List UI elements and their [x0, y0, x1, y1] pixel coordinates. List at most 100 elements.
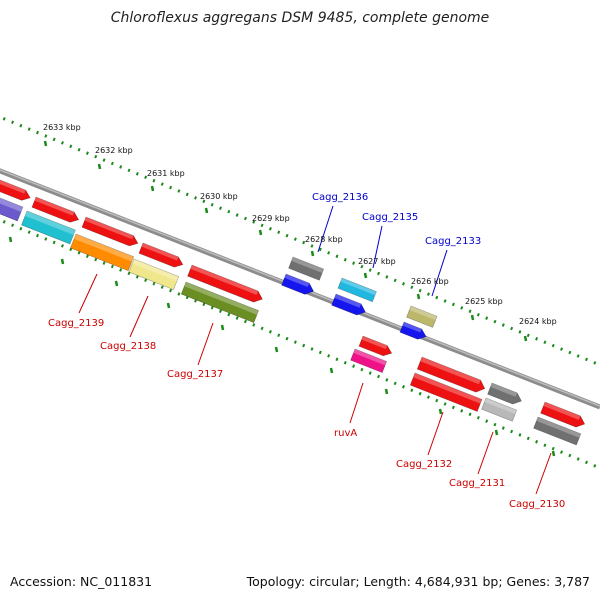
scale-label-2627: 2627 kbp	[358, 257, 396, 266]
gene-label-cagg-2138[interactable]: Cagg_2138	[100, 341, 156, 352]
gene-feature-highlight	[132, 259, 179, 282]
gene-feature-shape	[416, 356, 486, 393]
gene-label-ruva[interactable]: ruvA	[334, 428, 357, 439]
gene-feature[interactable]	[416, 356, 487, 395]
inner-scale-ruler	[0, 218, 600, 470]
gene-feature-highlight	[284, 274, 310, 288]
label-leader	[431, 249, 448, 297]
gene-feature-shape	[70, 233, 135, 272]
gene-feature[interactable]	[358, 335, 394, 358]
gene-feature[interactable]	[487, 382, 524, 407]
gene-feature-shape	[81, 216, 139, 247]
gene-feature-highlight	[84, 217, 134, 240]
scale-tick	[220, 324, 225, 331]
label-leader	[349, 382, 364, 424]
gene-feature-shape	[0, 177, 31, 201]
gene-feature[interactable]	[406, 305, 438, 328]
gene-feature[interactable]	[187, 264, 265, 305]
accession-label: Accession: NC_011831	[10, 574, 153, 589]
scale-tick	[310, 250, 315, 257]
gene-feature[interactable]	[128, 258, 180, 290]
scale-tick	[363, 272, 368, 279]
gene-feature[interactable]	[331, 293, 368, 318]
gene-feature-shape	[0, 195, 24, 222]
gene-label-cagg-2131[interactable]: Cagg_2131	[449, 478, 505, 489]
gene-feature-highlight	[413, 373, 483, 404]
gene-feature-highlight	[420, 357, 481, 385]
gene-feature-highlight	[334, 294, 362, 308]
gene-label-cagg-2130[interactable]: Cagg_2130	[509, 499, 565, 510]
scale-label-2629: 2629 kbp	[252, 214, 290, 223]
scale-tick	[258, 229, 263, 236]
gene-feature-highlight	[0, 178, 26, 194]
scale-label-2628: 2628 kbp	[305, 235, 343, 244]
gene-feature-highlight	[184, 282, 259, 315]
scale-label-2626: 2626 kbp	[411, 277, 449, 286]
scale-tick	[97, 163, 102, 170]
gene-label-cagg-2132[interactable]: Cagg_2132	[396, 459, 452, 470]
gene-feature-highlight	[291, 257, 324, 273]
label-leader	[427, 411, 444, 456]
gene-feature-shape	[337, 277, 377, 303]
gene-features	[0, 177, 587, 446]
scale-tick	[438, 408, 443, 415]
gene-feature[interactable]	[337, 277, 377, 303]
gene-feature[interactable]	[540, 401, 587, 430]
gene-feature-shape	[331, 293, 366, 316]
scale-tick	[166, 302, 171, 309]
scale-tick	[204, 207, 209, 214]
gene-feature[interactable]	[409, 372, 483, 412]
gene-feature-shape	[128, 258, 180, 290]
gene-feature-highlight	[402, 322, 422, 333]
scale-tick	[60, 258, 65, 265]
gene-feature[interactable]	[81, 216, 140, 248]
gene-feature[interactable]	[138, 242, 185, 270]
gene-feature-highlight	[490, 383, 518, 397]
gene-feature[interactable]	[288, 256, 325, 281]
scale-tick	[114, 280, 119, 287]
gene-feature[interactable]	[21, 210, 76, 245]
gene-feature[interactable]	[281, 273, 316, 297]
scale-tick	[551, 450, 556, 457]
gene-feature[interactable]	[533, 416, 582, 446]
gene-feature-highlight	[25, 211, 76, 235]
gene-feature[interactable]	[0, 177, 32, 203]
gene-label-cagg-2139[interactable]: Cagg_2139	[48, 318, 104, 329]
gene-feature-shape	[288, 256, 325, 281]
gene-feature-shape	[409, 372, 483, 412]
scale-tick	[384, 388, 389, 395]
gene-feature-shape	[399, 321, 427, 340]
scale-tick	[470, 314, 475, 321]
gene-feature-shape	[487, 382, 522, 405]
scale-label-2625: 2625 kbp	[465, 297, 503, 306]
gene-feature-shape	[533, 416, 582, 446]
gene-label-cagg-2133[interactable]: Cagg_2133	[425, 236, 481, 247]
gene-label-cagg-2136[interactable]: Cagg_2136	[312, 192, 368, 203]
label-leader	[372, 225, 383, 269]
gene-feature[interactable]	[31, 196, 81, 225]
label-leader	[129, 295, 149, 338]
gene-feature[interactable]	[70, 233, 135, 272]
gene-feature-shape	[180, 281, 259, 324]
label-leader	[317, 205, 334, 253]
gene-label-cagg-2135[interactable]: Cagg_2135	[362, 212, 418, 223]
gene-label-cagg-2137[interactable]: Cagg_2137	[167, 369, 223, 380]
gene-feature-highlight	[141, 243, 179, 261]
gene-feature[interactable]	[481, 397, 518, 422]
gene-feature-shape	[138, 242, 184, 268]
gene-feature-highlight	[340, 278, 377, 296]
gene-feature[interactable]	[399, 321, 428, 342]
gene-feature[interactable]	[350, 348, 388, 374]
gene-feature[interactable]	[0, 195, 24, 222]
gene-feature-shape	[358, 335, 393, 357]
scale-tick	[8, 236, 13, 243]
gene-feature-highlight	[74, 234, 134, 262]
gene-feature-shape	[187, 264, 263, 303]
gene-feature-highlight	[543, 402, 581, 420]
gene-feature[interactable]	[180, 281, 259, 324]
scale-ticks	[8, 140, 556, 457]
label-leader	[477, 431, 494, 475]
gene-feature-shape	[31, 196, 80, 223]
gene-feature-highlight	[409, 306, 438, 321]
